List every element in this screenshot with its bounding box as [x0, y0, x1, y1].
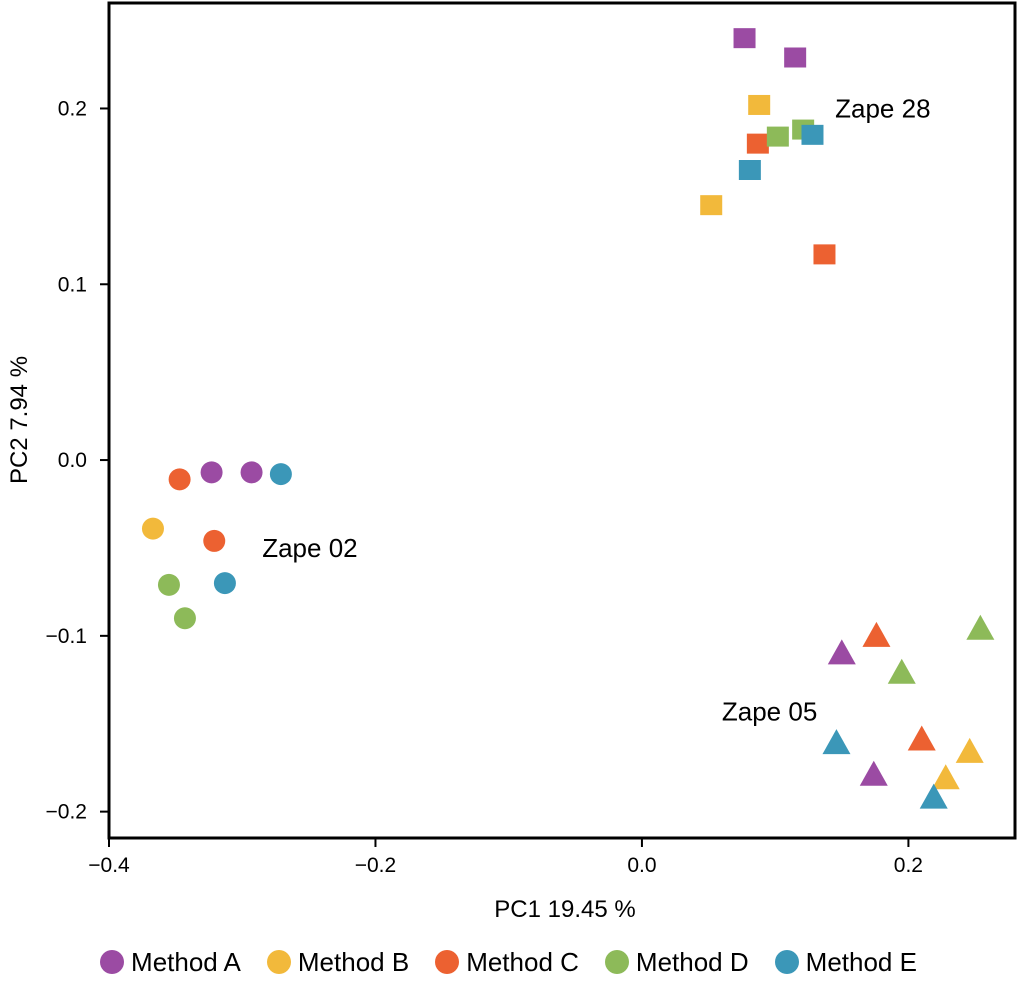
- y-tick-label: 0.2: [58, 97, 87, 120]
- x-tick-label: −0.4: [88, 854, 130, 877]
- y-tick-label: 0.0: [58, 449, 87, 472]
- point-method-a-zape-05[interactable]: [859, 760, 888, 786]
- y-tick-label: −0.1: [46, 625, 87, 648]
- point-method-a-zape-05[interactable]: [827, 639, 856, 665]
- legend-label: Method B: [297, 946, 410, 977]
- point-method-d-zape-05[interactable]: [966, 614, 995, 640]
- point-method-d-zape-05[interactable]: [887, 658, 916, 684]
- legend-label: Method A: [131, 946, 241, 977]
- x-tick-label: 0.2: [894, 854, 923, 877]
- x-tick-label: 0.0: [627, 854, 656, 877]
- pca-scatter-chart: −0.4 −0.2 0.0 0.2 −0.2 −0.1 0.0 0.1 0.2 Zape 28…: [6, 1, 1017, 923]
- legend-item-method-d[interactable]: Method D: [604, 946, 749, 978]
- point-method-d-zape-28[interactable]: [766, 126, 789, 147]
- annotation-zape-05: Zape 05: [722, 696, 817, 726]
- point-method-b-zape-02[interactable]: [141, 517, 164, 540]
- y-tick-label: 0.1: [58, 273, 87, 296]
- legend-label: Method C: [466, 946, 579, 977]
- legend-swatch-method-c: [435, 950, 460, 974]
- point-method-c-zape-28[interactable]: [813, 244, 836, 265]
- plot-frame: [107, 1, 1017, 840]
- annotation-zape-28: Zape 28: [835, 93, 930, 123]
- point-method-a-zape-02[interactable]: [200, 461, 223, 484]
- legend-item-method-c[interactable]: Method C: [435, 947, 579, 978]
- point-method-a-zape-02[interactable]: [240, 461, 263, 484]
- point-method-e-zape-02[interactable]: [213, 572, 236, 595]
- point-method-d-zape-02[interactable]: [157, 573, 180, 596]
- point-method-e-zape-05[interactable]: [919, 783, 948, 809]
- legend-label: Method D: [635, 946, 749, 977]
- point-method-c-zape-05[interactable]: [907, 725, 936, 751]
- point-method-c-zape-02[interactable]: [168, 468, 191, 491]
- point-method-c-zape-05[interactable]: [862, 621, 891, 647]
- x-tick-label: −0.2: [355, 854, 396, 877]
- point-method-e-zape-05[interactable]: [822, 729, 851, 755]
- legend: Method A Method B Method C Method D Meth…: [0, 940, 1017, 984]
- point-method-b-zape-05[interactable]: [931, 764, 960, 790]
- legend-swatch-method-b: [266, 950, 291, 974]
- point-method-a-zape-28[interactable]: [733, 28, 756, 49]
- legend-item-method-a[interactable]: Method A: [100, 947, 241, 978]
- x-axis-ticks: −0.4 −0.2 0.0 0.2: [88, 838, 923, 877]
- point-method-c-zape-28[interactable]: [746, 133, 769, 154]
- group-annotations: Zape 28 Zape 02 Zape 05: [262, 93, 930, 726]
- y-axis-ticks: −0.2 −0.1 0.0 0.1 0.2: [46, 97, 109, 824]
- legend-swatch-method-d: [604, 950, 629, 974]
- point-method-b-zape-28[interactable]: [700, 195, 723, 216]
- point-method-c-zape-02[interactable]: [203, 529, 226, 552]
- legend-swatch-method-e: [774, 950, 799, 974]
- y-axis-title: PC2 7.94 %: [6, 356, 33, 484]
- point-method-b-zape-28[interactable]: [748, 94, 771, 115]
- y-tick-label: −0.2: [46, 801, 87, 824]
- legend-item-method-b[interactable]: Method B: [266, 946, 410, 978]
- legend-label: Method E: [805, 946, 917, 977]
- point-method-b-zape-05[interactable]: [955, 737, 984, 763]
- point-method-e-zape-02[interactable]: [269, 463, 292, 486]
- data-points: [141, 28, 995, 809]
- point-method-a-zape-28[interactable]: [784, 47, 807, 68]
- legend-item-method-e[interactable]: Method E: [774, 946, 917, 978]
- legend-swatch-method-a: [100, 950, 125, 974]
- x-axis-title: PC1 19.45 %: [494, 896, 635, 923]
- annotation-zape-02: Zape 02: [262, 533, 357, 563]
- point-method-e-zape-28[interactable]: [738, 160, 761, 180]
- point-method-d-zape-02[interactable]: [173, 607, 196, 630]
- point-method-e-zape-28[interactable]: [801, 124, 824, 145]
